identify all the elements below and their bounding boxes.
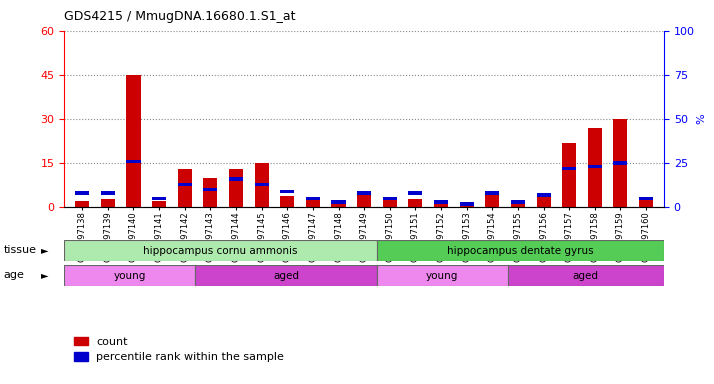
Bar bbox=[383, 199, 397, 207]
Bar bbox=[377, 265, 508, 286]
Bar bbox=[126, 160, 141, 163]
Bar bbox=[178, 183, 192, 186]
Bar bbox=[460, 204, 473, 207]
Bar bbox=[408, 199, 423, 207]
Bar bbox=[588, 128, 602, 207]
Bar bbox=[357, 192, 371, 195]
Bar bbox=[152, 197, 166, 200]
Bar bbox=[64, 240, 377, 261]
Text: tissue: tissue bbox=[4, 245, 36, 255]
Bar bbox=[229, 177, 243, 181]
Text: aged: aged bbox=[273, 270, 299, 281]
Bar bbox=[126, 75, 141, 207]
Text: aged: aged bbox=[573, 270, 599, 281]
Bar bbox=[383, 197, 397, 200]
Bar bbox=[331, 204, 346, 207]
Bar bbox=[280, 195, 294, 207]
Bar bbox=[562, 142, 576, 207]
Bar bbox=[508, 265, 664, 286]
Bar bbox=[460, 202, 473, 205]
Bar bbox=[408, 192, 423, 195]
Bar bbox=[434, 200, 448, 204]
Bar bbox=[639, 199, 653, 207]
Bar bbox=[64, 265, 195, 286]
Bar bbox=[101, 192, 115, 195]
Bar bbox=[178, 169, 192, 207]
Bar bbox=[75, 202, 89, 207]
Text: hippocampus cornu ammonis: hippocampus cornu ammonis bbox=[144, 245, 298, 256]
Text: ►: ► bbox=[41, 270, 49, 280]
Bar bbox=[331, 200, 346, 204]
Text: age: age bbox=[4, 270, 24, 280]
Bar bbox=[613, 119, 628, 207]
Bar bbox=[203, 178, 217, 207]
Bar bbox=[613, 161, 628, 165]
Bar bbox=[486, 193, 499, 207]
Bar bbox=[229, 169, 243, 207]
Text: ►: ► bbox=[41, 245, 49, 255]
Bar bbox=[536, 195, 550, 207]
Text: hippocampus dentate gyrus: hippocampus dentate gyrus bbox=[447, 245, 594, 256]
Bar bbox=[588, 165, 602, 169]
Bar bbox=[306, 199, 320, 207]
Text: young: young bbox=[426, 270, 458, 281]
Bar bbox=[357, 193, 371, 207]
Text: young: young bbox=[114, 270, 146, 281]
Legend: count, percentile rank within the sample: count, percentile rank within the sample bbox=[70, 332, 288, 367]
Bar bbox=[511, 202, 525, 207]
Bar bbox=[255, 163, 268, 207]
Bar bbox=[377, 240, 664, 261]
Bar bbox=[434, 202, 448, 207]
Bar bbox=[639, 197, 653, 200]
Bar bbox=[75, 192, 89, 195]
Bar bbox=[306, 197, 320, 200]
Text: GDS4215 / MmugDNA.16680.1.S1_at: GDS4215 / MmugDNA.16680.1.S1_at bbox=[64, 10, 296, 23]
Bar bbox=[255, 183, 268, 186]
Bar bbox=[280, 190, 294, 193]
Bar bbox=[203, 188, 217, 192]
Bar bbox=[536, 193, 550, 197]
Bar bbox=[486, 192, 499, 195]
Bar bbox=[152, 202, 166, 207]
Y-axis label: %: % bbox=[696, 114, 706, 124]
Bar bbox=[195, 265, 377, 286]
Bar bbox=[101, 199, 115, 207]
Bar bbox=[511, 200, 525, 204]
Bar bbox=[562, 167, 576, 170]
